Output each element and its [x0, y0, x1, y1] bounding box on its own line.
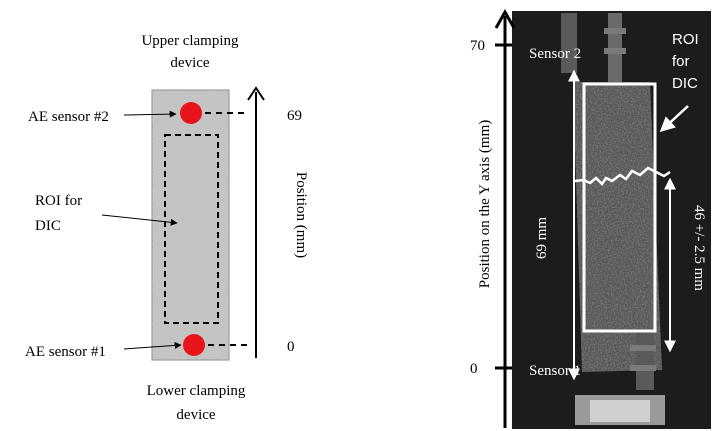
left-tick-0: 0 — [287, 339, 295, 355]
photo-roi-pointer-arrow — [659, 105, 689, 133]
upper-grip-left — [561, 13, 577, 73]
upper-clamp-label-line1: Upper clamping — [141, 33, 239, 49]
right-y-axis: 70 0 Position on the Y axis (mm) — [470, 8, 516, 428]
photo-sensor1-label: Sensor 1 — [529, 363, 581, 379]
lower-grip-notch2 — [630, 365, 656, 371]
right-tick-0: 0 — [470, 361, 478, 377]
upper-grip-notch2 — [604, 48, 626, 54]
sensor2-pointer-arrow — [123, 110, 177, 118]
lower-grip-left — [636, 330, 654, 390]
roi-dic-label-line1: ROI for — [35, 193, 82, 209]
lower-clamp-label-line2: device — [176, 407, 215, 423]
photo-roi-label-line2: for — [672, 53, 690, 70]
right-axis-title: Position on the Y axis (mm) — [477, 120, 493, 288]
upper-grip-notch1 — [604, 28, 626, 34]
roi-dic-label-line2: DIC — [35, 218, 61, 234]
position-axis-arrowhead — [247, 86, 265, 101]
photo-69mm-label: 69 mm — [534, 217, 550, 259]
lower-clamp-label-line1: Lower clamping — [147, 383, 246, 399]
sensor1-pointer-arrow — [123, 341, 182, 350]
right-tick-70: 70 — [470, 38, 485, 54]
ae-sensor-1-dot — [183, 334, 205, 356]
ae-sensor-1-label: AE sensor #1 — [25, 344, 106, 360]
photo-specimen-texture — [573, 82, 662, 372]
upper-clamp-label-line2: device — [170, 55, 209, 71]
left-axis-title: Position (mm) — [293, 172, 309, 258]
ae-sensor-2-label: AE sensor #2 — [28, 109, 109, 125]
photo-roi-rectangle — [582, 82, 657, 333]
ae-sensor-2-dot — [180, 102, 202, 124]
left-tick-69: 69 — [287, 108, 302, 124]
photo-crack-line — [574, 166, 671, 186]
photo-roi-label-line1: ROI — [672, 31, 699, 48]
photo-roi-label-line3: DIC — [672, 75, 698, 92]
photo-base-block — [590, 400, 650, 422]
right-photo-panel: 69 mm 46 +/- 2.5 mm ROI for DIC Sensor 2… — [512, 11, 711, 429]
photo-sensor2-label: Sensor 2 — [529, 46, 581, 62]
photo-crack-height-label: 46 +/- 2.5 mm — [691, 205, 707, 291]
right-axis-arrowhead — [494, 8, 516, 29]
roi-pointer-arrow — [101, 214, 178, 226]
lower-grip-notch — [630, 345, 656, 351]
left-schematic: Upper clamping device AE sensor #2 AE se… — [25, 33, 309, 423]
